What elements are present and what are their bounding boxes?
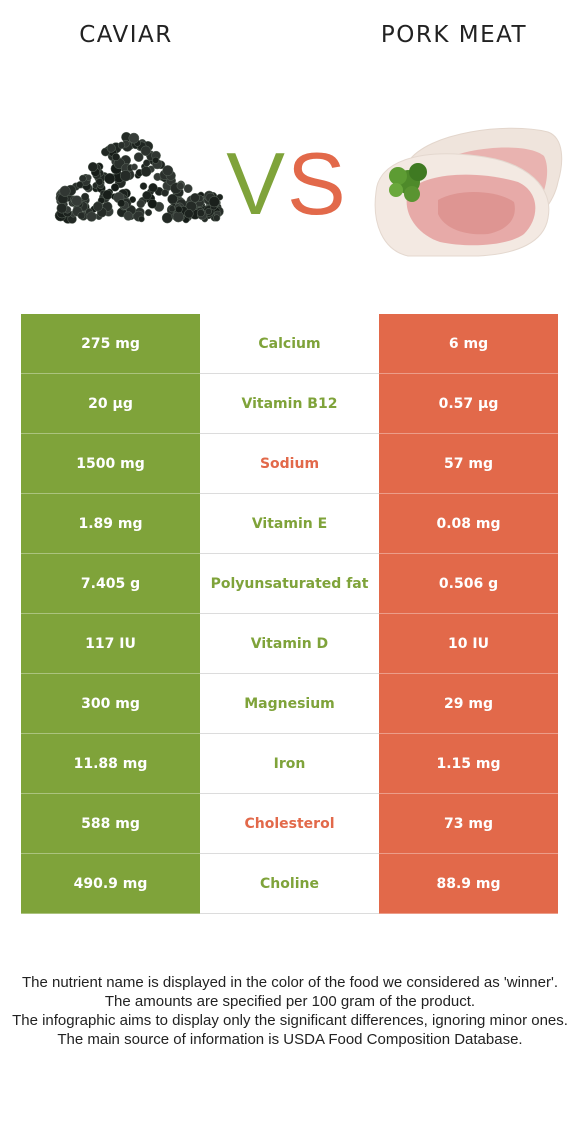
vs-s-letter: S — [287, 134, 348, 233]
footer-line-1: The nutrient name is displayed in the co… — [21, 974, 559, 991]
nutrient-name: Cholesterol — [200, 794, 379, 853]
table-row: 275 mg Calcium 6 mg — [21, 314, 558, 374]
table-row: 7.405 g Polyunsaturated fat 0.506 g — [21, 554, 558, 614]
footer-line-4: The main source of information is USDA F… — [57, 1031, 523, 1048]
pork-meat-value: 29 mg — [379, 674, 558, 734]
pork-meat-value: 6 mg — [379, 314, 558, 374]
table-row: 1.89 mg Vitamin E 0.08 mg — [21, 494, 558, 554]
caviar-value: 490.9 mg — [21, 854, 200, 914]
table-row: 117 IU Vitamin D 10 IU — [21, 614, 558, 674]
nutrient-name: Vitamin E — [200, 494, 379, 553]
table-row: 20 µg Vitamin B12 0.57 µg — [21, 374, 558, 434]
nutrient-comparison-table: 275 mg Calcium 6 mg 20 µg Vitamin B12 0.57 µg… — [21, 314, 558, 914]
caviar-value: 1500 mg — [21, 434, 200, 494]
footer-notes: The nutrient name is displayed in the co… — [10, 973, 570, 1049]
caviar-value: 1.89 mg — [21, 494, 200, 554]
vs-v-letter: V — [226, 134, 287, 233]
pork-meat-value: 57 mg — [379, 434, 558, 494]
caviar-title: CAVIAR — [79, 22, 173, 48]
nutrient-name: Calcium — [200, 314, 379, 373]
nutrient-name: Iron — [200, 734, 379, 793]
pork-meat-slices-image — [374, 127, 563, 257]
table-row: 588 mg Cholesterol 73 mg — [21, 794, 558, 854]
caviar-value: 588 mg — [21, 794, 200, 854]
caviar-value: 7.405 g — [21, 554, 200, 614]
pork-meat-value: 73 mg — [379, 794, 558, 854]
pork-meat-value: 88.9 mg — [379, 854, 558, 914]
caviar-pile-image — [54, 131, 224, 224]
nutrient-name: Magnesium — [200, 674, 379, 733]
pork-meat-value: 10 IU — [379, 614, 558, 674]
footer-line-2: The amounts are specified per 100 gram o… — [104, 993, 476, 1010]
caviar-value: 300 mg — [21, 674, 200, 734]
footer-line-3: The infographic aims to display only the… — [12, 1012, 568, 1029]
caviar-value: 11.88 mg — [21, 734, 200, 794]
pork-meat-value: 1.15 mg — [379, 734, 558, 794]
nutrient-name: Polyunsaturated fat — [200, 554, 379, 613]
table-row: 490.9 mg Choline 88.9 mg — [21, 854, 558, 914]
pork-meat-value: 0.57 µg — [379, 374, 558, 434]
nutrient-name: Sodium — [200, 434, 379, 493]
pork-meat-title: PORK MEAT — [380, 22, 528, 48]
pork-meat-value: 0.08 mg — [379, 494, 558, 554]
table-row: 11.88 mg Iron 1.15 mg — [21, 734, 558, 794]
caviar-value: 20 µg — [21, 374, 200, 434]
table-row: 300 mg Magnesium 29 mg — [21, 674, 558, 734]
pork-meat-value: 0.506 g — [379, 554, 558, 614]
nutrient-name: Vitamin D — [200, 614, 379, 673]
vs-label: VS — [222, 134, 352, 234]
caviar-value: 275 mg — [21, 314, 200, 374]
table-row: 1500 mg Sodium 57 mg — [21, 434, 558, 494]
nutrient-name: Choline — [200, 854, 379, 913]
caviar-value: 117 IU — [21, 614, 200, 674]
nutrient-name: Vitamin B12 — [200, 374, 379, 433]
